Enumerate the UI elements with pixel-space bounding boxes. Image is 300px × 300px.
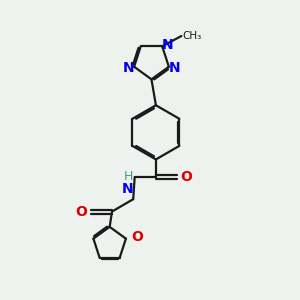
Text: N: N — [162, 38, 173, 52]
Text: H: H — [124, 170, 133, 183]
Text: O: O — [181, 170, 193, 184]
Text: N: N — [122, 182, 133, 197]
Text: O: O — [131, 230, 143, 244]
Text: CH₃: CH₃ — [183, 31, 202, 41]
Text: N: N — [168, 61, 180, 75]
Text: N: N — [123, 61, 135, 75]
Text: O: O — [75, 205, 87, 218]
